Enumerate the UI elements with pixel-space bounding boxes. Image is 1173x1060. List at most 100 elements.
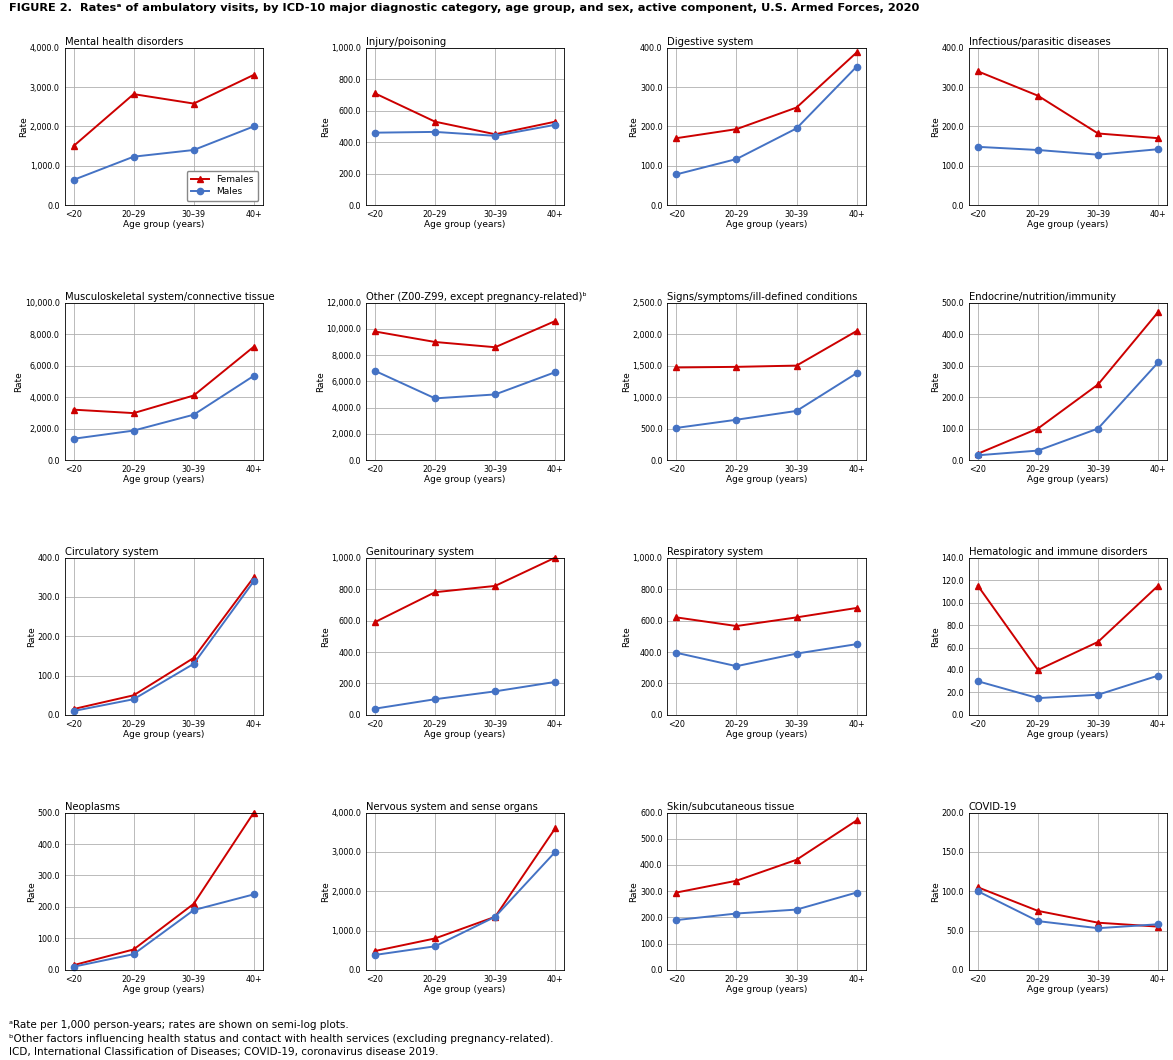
Females <box>488 341 502 354</box>
Text: Nervous system and sense organs: Nervous system and sense organs <box>366 801 538 812</box>
Males <box>488 129 502 142</box>
Males <box>670 169 684 181</box>
Females <box>187 652 201 665</box>
Males <box>67 174 81 187</box>
Females <box>730 874 744 887</box>
Text: Respiratory system: Respiratory system <box>667 547 764 556</box>
Text: ᵃRate per 1,000 person-years; rates are shown on semi-log plots.: ᵃRate per 1,000 person-years; rates are … <box>9 1020 350 1029</box>
Females <box>1151 580 1165 593</box>
Line: Females: Females <box>673 817 860 896</box>
Females <box>1151 305 1165 318</box>
Text: Genitourinary system: Genitourinary system <box>366 547 474 556</box>
Line: Females: Females <box>673 328 860 371</box>
Males <box>1091 922 1105 935</box>
Males <box>789 122 804 135</box>
Line: Males: Males <box>673 889 860 923</box>
Line: Males: Males <box>673 370 860 431</box>
Males <box>127 693 141 706</box>
Males <box>789 405 804 418</box>
Text: Neoplasms: Neoplasms <box>65 801 120 812</box>
Line: Males: Males <box>673 641 860 669</box>
Females <box>246 69 260 82</box>
Males <box>67 960 81 973</box>
Line: Males: Males <box>70 891 257 970</box>
Y-axis label: Rate: Rate <box>316 371 325 392</box>
Males <box>730 659 744 672</box>
Line: Males: Males <box>70 123 257 183</box>
X-axis label: Age group (years): Age group (years) <box>425 475 506 484</box>
Females <box>127 943 141 956</box>
Males <box>1151 918 1165 931</box>
X-axis label: Age group (years): Age group (years) <box>726 730 807 739</box>
Text: Other (Z00-Z99, except pregnancy-related)ᵇ: Other (Z00-Z99, except pregnancy-related… <box>366 292 586 302</box>
Line: Females: Females <box>372 554 558 625</box>
Females <box>548 551 562 564</box>
Males <box>1031 144 1045 157</box>
Males <box>789 648 804 660</box>
Males <box>971 449 985 462</box>
Males <box>971 141 985 154</box>
Y-axis label: Rate: Rate <box>630 116 638 137</box>
Males <box>246 575 260 587</box>
Females <box>368 87 382 100</box>
Females <box>789 359 804 372</box>
Males <box>187 408 201 421</box>
Males <box>548 675 562 688</box>
Females <box>127 88 141 101</box>
Females <box>246 807 260 819</box>
Females <box>488 911 502 923</box>
Females <box>67 703 81 716</box>
Males <box>1151 356 1165 369</box>
Males <box>849 60 863 73</box>
Y-axis label: Rate: Rate <box>622 625 631 647</box>
Males <box>187 904 201 917</box>
Females <box>789 101 804 113</box>
Y-axis label: Rate: Rate <box>14 371 23 392</box>
Males <box>730 413 744 426</box>
Line: Females: Females <box>975 583 1161 673</box>
X-axis label: Age group (years): Age group (years) <box>123 985 204 994</box>
Text: Mental health disorders: Mental health disorders <box>65 37 183 47</box>
Males <box>548 119 562 131</box>
Females <box>368 325 382 338</box>
Text: ᵇOther factors influencing health status and contact with health services (exclu: ᵇOther factors influencing health status… <box>9 1034 554 1043</box>
X-axis label: Age group (years): Age group (years) <box>425 220 506 229</box>
Y-axis label: Rate: Rate <box>931 881 940 902</box>
Text: Endocrine/nutrition/immunity: Endocrine/nutrition/immunity <box>969 292 1116 302</box>
Line: Females: Females <box>372 318 558 351</box>
X-axis label: Age group (years): Age group (years) <box>726 985 807 994</box>
Line: Males: Males <box>70 578 257 714</box>
Males <box>488 685 502 697</box>
X-axis label: Age group (years): Age group (years) <box>1028 220 1108 229</box>
Males <box>368 949 382 961</box>
Line: Females: Females <box>70 810 257 968</box>
Line: Females: Females <box>70 575 257 712</box>
Line: Females: Females <box>975 68 1161 141</box>
Text: Skin/subcutaneous tissue: Skin/subcutaneous tissue <box>667 801 795 812</box>
Males <box>730 907 744 920</box>
Females <box>730 360 744 373</box>
Females <box>730 620 744 633</box>
Y-axis label: Rate: Rate <box>27 625 35 647</box>
X-axis label: Age group (years): Age group (years) <box>1028 475 1108 484</box>
Females <box>428 336 442 349</box>
Females <box>971 447 985 460</box>
X-axis label: Age group (years): Age group (years) <box>1028 730 1108 739</box>
Females <box>670 131 684 144</box>
Line: Females: Females <box>372 825 558 954</box>
Females <box>368 944 382 957</box>
Males <box>670 647 684 659</box>
Females <box>971 881 985 894</box>
Females <box>849 602 863 615</box>
Males <box>1031 915 1045 928</box>
Y-axis label: Rate: Rate <box>931 116 940 137</box>
Females <box>187 389 201 402</box>
Females <box>971 580 985 593</box>
Line: Males: Males <box>975 144 1161 158</box>
Females <box>1031 89 1045 102</box>
Males <box>368 365 382 377</box>
X-axis label: Age group (years): Age group (years) <box>425 730 506 739</box>
Males <box>670 422 684 435</box>
Males <box>1151 669 1165 682</box>
Males <box>246 370 260 383</box>
